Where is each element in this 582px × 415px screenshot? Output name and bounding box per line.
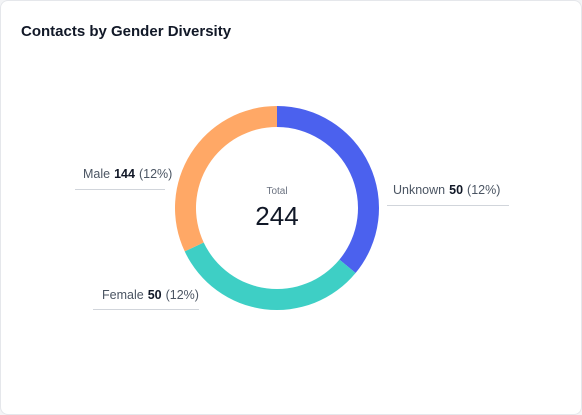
callout-female-pct: (12%) bbox=[165, 288, 199, 302]
slice-unknown[interactable] bbox=[277, 106, 380, 274]
callout-male-label: Male bbox=[83, 167, 111, 181]
center-total: 244 bbox=[255, 201, 299, 231]
callout-unknown-label: Unknown bbox=[393, 183, 446, 197]
callout-male: Male 144 (12%) bbox=[83, 167, 172, 181]
slice-male[interactable] bbox=[174, 106, 277, 252]
center-label: Total bbox=[266, 186, 288, 197]
callout-male-count: 144 bbox=[114, 167, 135, 181]
callout-unknown: Unknown 50 (12%) bbox=[393, 183, 500, 197]
callout-unknown-line bbox=[387, 205, 509, 206]
callout-female-label: Female bbox=[102, 288, 144, 302]
card-title: Contacts by Gender Diversity bbox=[21, 23, 232, 40]
slice-female[interactable] bbox=[184, 242, 356, 310]
callout-unknown-pct: (12%) bbox=[467, 183, 501, 197]
callout-female-count: 50 bbox=[147, 288, 162, 302]
callout-female-line bbox=[93, 309, 199, 310]
callout-male-pct: (12%) bbox=[138, 167, 173, 181]
callout-female: Female 50 (12%) bbox=[102, 288, 199, 302]
callout-unknown-count: 50 bbox=[449, 183, 464, 197]
callout-male-line bbox=[75, 189, 165, 190]
